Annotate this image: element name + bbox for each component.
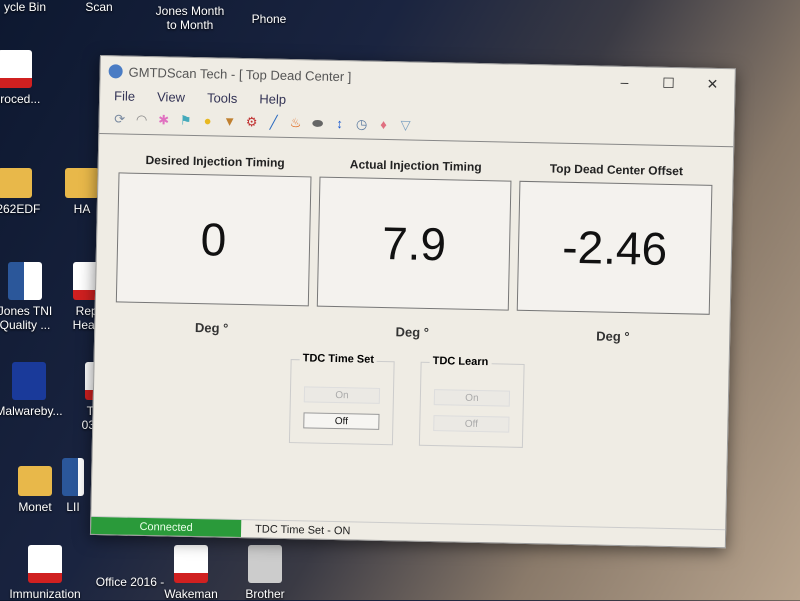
panel-title: Top Dead Center Offset [549, 161, 684, 179]
timer-icon[interactable]: ◷ [355, 116, 368, 132]
menu-file[interactable]: File [113, 88, 136, 104]
panel-value: 0 [115, 172, 312, 307]
desktop-icon[interactable]: ycle Bin [0, 0, 60, 14]
icon-label: LII [66, 500, 80, 514]
connection-status: Connected [90, 516, 242, 538]
tdc-time-set-group: TDC Time Set On Off [288, 352, 395, 446]
folder-icon [18, 466, 52, 496]
desktop-icon[interactable]: Jones Month to Month [150, 4, 230, 32]
status-bar: Connected TDC Time Set - ON [90, 515, 726, 548]
refresh-icon[interactable]: ⟳ [114, 111, 126, 127]
icon-label: HA [73, 202, 91, 216]
desktop-icon[interactable]: Office 2016 - [90, 575, 170, 589]
group-label: TDC Learn [429, 354, 492, 369]
pdf-icon [174, 545, 208, 583]
injector-icon[interactable]: ╱ [269, 114, 278, 130]
icon-label: Brother [245, 587, 285, 601]
icon-label: Jones Month to Month [155, 4, 225, 32]
maximize-button[interactable]: ☐ [662, 74, 675, 91]
icon-label: ycle Bin [3, 0, 47, 14]
icon-label: Jones TNI Quality ... [0, 304, 53, 332]
tdc-learn-off-button[interactable]: Off [433, 415, 510, 433]
desktop-icon[interactable]: HA [62, 160, 102, 216]
panel-value: -2.46 [517, 180, 713, 315]
menu-view[interactable]: View [156, 89, 186, 105]
desktop-icon[interactable]: Jones TNI Quality ... [0, 262, 60, 332]
desktop-icon[interactable]: -proced... [0, 50, 50, 106]
word-icon [62, 458, 84, 496]
arrows-icon[interactable]: ↕ [336, 115, 344, 132]
desktop-icon[interactable]: Monet [0, 458, 70, 514]
panel-unit: Deg ° [596, 328, 630, 345]
minimize-button[interactable]: – [620, 73, 629, 90]
printer-icon [248, 545, 282, 583]
desktop-icon[interactable]: Phone [234, 12, 304, 26]
desktop-icon[interactable]: Malwareby... [0, 362, 64, 418]
window-title: GMTDScan Tech - [ Top Dead Center ] [128, 64, 352, 84]
tdc-offset-panel: Top Dead Center Offset -2.46 Deg ° [516, 161, 713, 346]
close-button[interactable]: ✕ [706, 75, 719, 92]
tdc-learn-on-button[interactable]: On [433, 389, 511, 407]
app-window: GMTDScan Tech - [ Top Dead Center ] – ☐ … [89, 55, 736, 549]
icon-label: Scan [85, 0, 113, 14]
flag-icon[interactable]: ⚑ [179, 112, 192, 128]
pdf-icon [0, 50, 32, 88]
app-icon [108, 64, 123, 79]
desired-timing-panel: Desired Injection Timing 0 Deg ° [115, 152, 312, 337]
pin-icon[interactable]: ♦ [380, 116, 388, 133]
panel-unit: Deg ° [194, 320, 229, 336]
funnel-light-icon[interactable]: ▽ [400, 117, 411, 133]
funnel-icon[interactable]: ▼ [223, 113, 237, 129]
icon-label: Monet [18, 500, 52, 514]
tdc-learn-group: TDC Learn On Off [418, 354, 525, 448]
desktop-icon[interactable]: Brother [230, 545, 300, 601]
gear-icon[interactable]: ⚙ [245, 114, 258, 130]
icon-label: Office 2016 - [95, 575, 165, 589]
word-icon [8, 262, 42, 300]
malwarebytes-icon [12, 362, 46, 400]
gauge-icon[interactable]: ◠ [135, 111, 148, 128]
icon-label: Malwareby... [0, 404, 63, 418]
bulb-icon[interactable]: ● [203, 113, 212, 129]
folder-icon [65, 168, 99, 198]
panel-value: 7.9 [316, 176, 512, 311]
menu-tools[interactable]: Tools [206, 90, 238, 106]
desktop-icon[interactable]: Scan [64, 0, 134, 14]
tdc-time-set-on-button[interactable]: On [303, 386, 381, 404]
pdf-icon [28, 545, 62, 583]
icon-label: 0262EDF [0, 202, 41, 216]
panel-title: Desired Injection Timing [145, 152, 285, 170]
desktop-icon[interactable]: LII [58, 458, 88, 514]
sensor-icon[interactable]: ⬬ [311, 115, 324, 131]
desktop-icon[interactable]: Wakeman [156, 545, 226, 601]
icon-label: Phone [251, 12, 287, 26]
icon-label: Immunization [9, 587, 81, 601]
desktop-icon[interactable]: Immunization [0, 545, 90, 601]
tdc-time-set-off-button[interactable]: Off [303, 412, 380, 430]
menu-help[interactable]: Help [259, 91, 287, 107]
icon-label: -proced... [0, 92, 41, 106]
folder-icon [0, 168, 32, 198]
flame-icon[interactable]: ♨ [289, 114, 302, 131]
panel-unit: Deg ° [395, 324, 430, 340]
actual-timing-panel: Actual Injection Timing 7.9 Deg ° [316, 157, 512, 342]
group-label: TDC Time Set [299, 352, 378, 366]
bug-icon[interactable]: ✱ [158, 112, 170, 128]
desktop-icon[interactable]: 0262EDF [0, 160, 50, 216]
status-message: TDC Time Set - ON [254, 523, 351, 538]
panel-title: Actual Injection Timing [349, 157, 482, 175]
icon-label: Wakeman [164, 587, 218, 601]
